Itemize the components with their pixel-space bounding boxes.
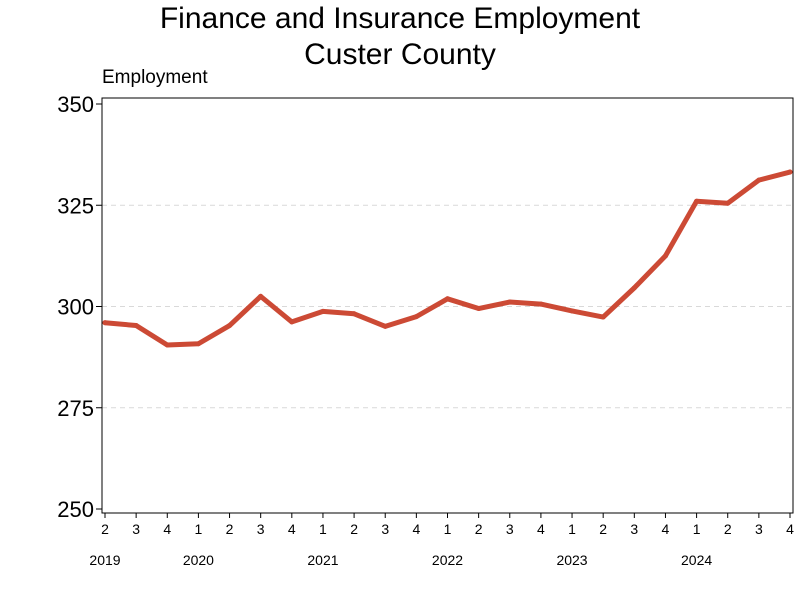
x-tick-label: 3 xyxy=(506,521,514,537)
year-label: 2023 xyxy=(556,552,587,568)
data-point xyxy=(227,323,233,329)
x-tick-label: 3 xyxy=(132,521,140,537)
x-tick-label: 2 xyxy=(101,521,109,537)
x-tick-label: 4 xyxy=(288,521,296,537)
x-tick-label: 4 xyxy=(537,521,545,537)
x-tick-label: 4 xyxy=(662,521,670,537)
year-label: 2021 xyxy=(307,552,338,568)
y-tick-label: 300 xyxy=(57,295,94,320)
x-tick-label: 4 xyxy=(786,521,794,537)
x-tick-label: 4 xyxy=(163,521,171,537)
x-tick-label: 3 xyxy=(755,521,763,537)
data-point xyxy=(662,253,668,259)
data-point xyxy=(476,306,482,312)
year-label: 2022 xyxy=(432,552,463,568)
series-line xyxy=(102,169,793,348)
x-tick-label: 1 xyxy=(568,521,576,537)
x-tick-label: 2 xyxy=(724,521,732,537)
data-point xyxy=(600,314,606,320)
y-axis-label: Employment xyxy=(102,67,208,88)
data-point xyxy=(102,320,108,326)
data-point xyxy=(133,323,139,329)
y-tick-label: 275 xyxy=(57,396,94,421)
data-point xyxy=(787,169,793,175)
data-point xyxy=(631,285,637,291)
y-tick-label: 325 xyxy=(57,193,94,218)
data-point xyxy=(538,301,544,307)
year-label: 2019 xyxy=(89,552,120,568)
chart-title: Finance and Insurance Employment xyxy=(159,2,641,35)
x-tick-label: 1 xyxy=(444,521,452,537)
data-point xyxy=(258,293,264,299)
data-point xyxy=(164,342,170,348)
data-point xyxy=(382,323,388,329)
data-point xyxy=(320,308,326,314)
x-tick-label: 2 xyxy=(475,521,483,537)
x-tick-label: 3 xyxy=(381,521,389,537)
x-tick-label: 2 xyxy=(599,521,607,537)
y-tick-label: 350 xyxy=(57,92,94,117)
x-tick-label: 2 xyxy=(350,521,358,537)
year-label: 2020 xyxy=(183,552,214,568)
data-point xyxy=(694,198,700,204)
x-tick-label: 2 xyxy=(226,521,234,537)
data-point xyxy=(413,314,419,320)
data-point xyxy=(569,308,575,314)
plot-frame xyxy=(101,97,794,514)
data-point xyxy=(195,341,201,347)
x-tick-label: 1 xyxy=(319,521,327,537)
data-point xyxy=(289,319,295,325)
x-tick-label: 4 xyxy=(412,521,420,537)
y-tick-label: 250 xyxy=(57,497,94,522)
x-tick-label: 1 xyxy=(195,521,203,537)
data-point xyxy=(507,299,513,305)
year-label: 2024 xyxy=(681,552,712,568)
data-point xyxy=(756,177,762,183)
x-tick-label: 3 xyxy=(257,521,265,537)
x-tick-label: 3 xyxy=(630,521,638,537)
data-point xyxy=(445,296,450,302)
data-point xyxy=(351,311,357,317)
x-tick-label: 1 xyxy=(693,521,701,537)
data-point xyxy=(725,200,731,206)
chart-subtitle: Custer County xyxy=(304,38,496,71)
